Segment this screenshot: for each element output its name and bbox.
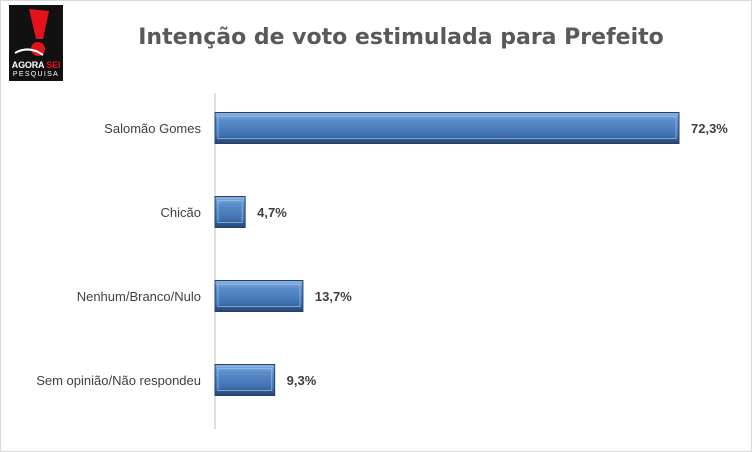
logo-line1: AGORA SEI xyxy=(11,60,61,70)
value-label-1: 4,7% xyxy=(257,205,287,220)
value-label-0: 72,3% xyxy=(691,121,728,136)
bars-group: Salomão Gomes 72,3% Chicão 4,7% Nenhum/Branc… xyxy=(36,112,728,396)
chart-title: Intenção de voto estimulada para Prefeit… xyxy=(138,25,664,50)
exclamation-icon xyxy=(14,9,49,56)
bar-bevel-1 xyxy=(217,200,243,223)
category-label-3: Sem opinião/Não respondeu xyxy=(36,373,201,388)
value-label-2: 13,7% xyxy=(315,289,352,304)
value-label-3: 9,3% xyxy=(287,373,317,388)
bar-bevel-3 xyxy=(217,368,273,391)
category-label-1: Chicão xyxy=(161,205,201,220)
logo-line2: PESQUISA xyxy=(12,71,60,78)
category-label-0: Salomão Gomes xyxy=(104,121,201,136)
bar-bevel-0 xyxy=(217,116,677,139)
bar-bevel-2 xyxy=(217,284,301,307)
category-label-2: Nenhum/Branco/Nulo xyxy=(77,289,201,304)
agora-sei-logo: AGORA SEI PESQUISA xyxy=(9,5,63,81)
